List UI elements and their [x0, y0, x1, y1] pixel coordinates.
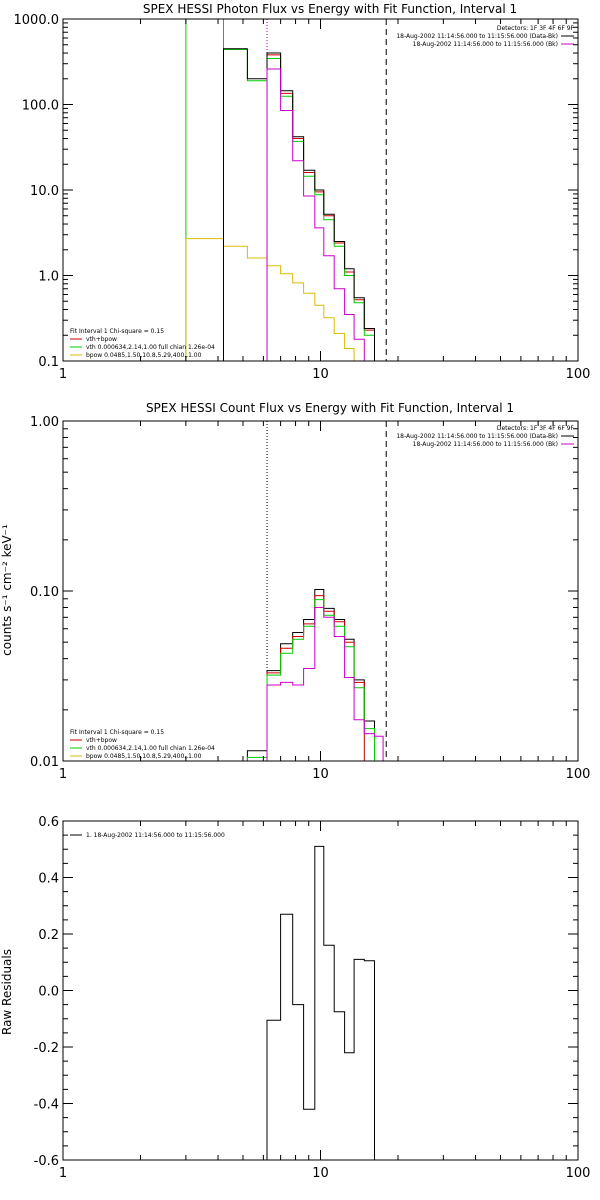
x-tick-label: 10 [312, 367, 329, 382]
x-tick-label: 10 [312, 1166, 329, 1181]
count-flux-panel: SPEX HESSI Count Flux vs Energy with Fit… [0, 401, 590, 782]
legend-line: Fit Interval 1 Chi-square = 0.15 [70, 328, 164, 335]
x-tick-label: 100 [566, 1166, 591, 1181]
y-tick-label: -0.6 [34, 1154, 59, 1169]
y-tick-label: -0.4 [34, 1098, 59, 1113]
series-histogram [266, 68, 365, 361]
y-tick-label: 10.0 [30, 184, 59, 199]
plot-frame [62, 820, 579, 1161]
x-tick-label: 1 [59, 367, 67, 382]
info-line: 18-Aug-2002 11:14:56.000 to 11:15:56.000… [413, 441, 558, 448]
residuals-panel: Raw Residuals 1 10 100 -0.6 -0.4 -0.2 0.0 0.2 0.… [0, 815, 590, 1181]
y-tick-label: 1000.0 [14, 13, 60, 28]
panel-title: SPEX HESSI Count Flux vs Energy with Fit… [146, 401, 514, 415]
tick-labels: 1 10 100 0.1 1.0 10.0 100.0 1000.0 [14, 13, 591, 382]
legend-line: vth+bpow [86, 336, 117, 343]
info-line: 18-Aug-2002 11:14:56.000 to 11:15:56.000… [396, 433, 558, 440]
y-tick-label: 0.10 [30, 585, 59, 600]
panel-title: SPEX HESSI Photon Flux vs Energy with Fi… [143, 2, 517, 16]
y-tick-label: 100.0 [22, 99, 59, 114]
x-tick-label: 1 [59, 1166, 67, 1181]
y-tick-label: -0.2 [34, 1041, 59, 1056]
series-histogram [246, 599, 375, 761]
series-histogram [266, 595, 365, 761]
info-line: 18-Aug-2002 11:14:56.000 to 11:15:56.000… [396, 33, 558, 40]
y-tick-label: 0.6 [38, 815, 59, 830]
x-tick-label: 10 [312, 767, 329, 782]
y-tick-label: 0.1 [38, 355, 59, 370]
legend-line: vth+bpow [86, 737, 117, 744]
y-tick-label: 0.4 [38, 872, 59, 887]
plot-frame [62, 420, 579, 762]
plot-area [62, 19, 578, 362]
legend-line: bpow 0.0485,1.50,10.8,5.29,400.,1.00 [86, 352, 202, 359]
plot-area [62, 820, 578, 1161]
tick-labels: 1 10 100 0.01 0.10 1.00 [30, 415, 590, 782]
info-block: Detectors: 1F 3F 4F 6F 9F 18-Aug-2002 11… [396, 425, 574, 448]
info-line: Detectors: 1F 3F 4F 6F 9F [497, 425, 575, 432]
legend: Fit Interval 1 Chi-square = 0.15 vth+bpo… [70, 328, 215, 359]
photon-flux-panel: SPEX HESSI Photon Flux vs Energy with Fi… [14, 2, 591, 382]
legend: Fit Interval 1 Chi-square = 0.15 vth+bpo… [70, 729, 215, 760]
series-histogram [266, 54, 375, 361]
plot-area [62, 421, 578, 762]
info-line: 18-Aug-2002 11:14:56.000 to 11:15:56.000… [413, 41, 558, 48]
legend-line: vth 0.000634,2.14,1.00 full chian 1.26e-… [86, 344, 215, 351]
series-histogram [185, 238, 365, 361]
y-tick-label: 0.01 [30, 755, 59, 770]
info-line: Detectors: 1F 3F 4F 6F 9F [497, 25, 575, 32]
y-tick-label: 0.2 [38, 928, 59, 943]
plot-frame [62, 18, 579, 362]
x-tick-label: 100 [566, 367, 591, 382]
legend-line: bpow 0.0485,1.50,10.8,5.29,400.,1.00 [86, 753, 202, 760]
series-histogram [246, 589, 375, 761]
legend-line: Fit Interval 1 Chi-square = 0.15 [70, 729, 164, 736]
info-block: Detectors: 1F 3F 4F 6F 9F 18-Aug-2002 11… [396, 25, 574, 48]
y-tick-label: 1.00 [30, 415, 59, 430]
series-histogram [266, 845, 375, 1160]
legend-line: 1. 18-Aug-2002 11:14:56.000 to 11:15:56.… [86, 832, 225, 839]
y-axis-label: counts s⁻¹ cm⁻² keV⁻¹ [0, 524, 14, 656]
y-tick-label: 0.0 [38, 985, 59, 1000]
series-histogram [266, 607, 384, 761]
legend: 1. 18-Aug-2002 11:14:56.000 to 11:15:56.… [70, 832, 225, 839]
x-tick-label: 1 [59, 767, 67, 782]
x-tick-label: 100 [566, 767, 591, 782]
y-axis-label: Raw Residuals [0, 949, 14, 1035]
tick-labels: 1 10 100 -0.6 -0.4 -0.2 0.0 0.2 0.4 0.6 [34, 815, 591, 1181]
legend-line: vth 0.000634,2.14,1.00 full chian 1.26e-… [86, 745, 215, 752]
y-tick-label: 1.0 [38, 270, 59, 285]
